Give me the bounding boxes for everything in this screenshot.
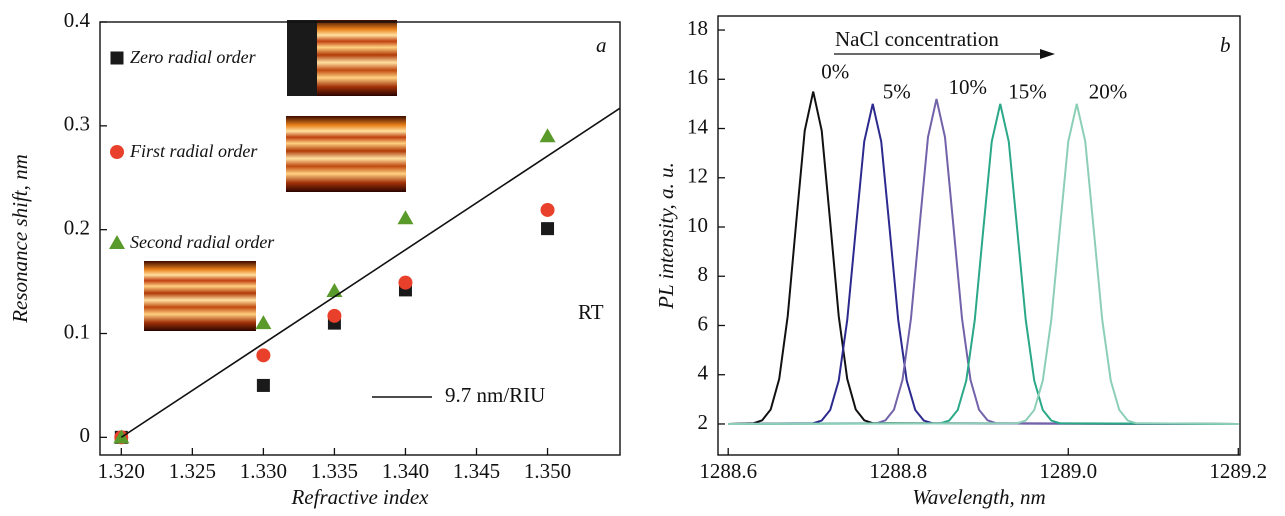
series-label: 0%: [821, 59, 849, 83]
plot-frame: [99, 21, 621, 456]
marker: [540, 202, 555, 217]
y-tick-label: 6: [698, 311, 709, 335]
marker: [326, 282, 343, 297]
marker: [256, 378, 270, 392]
x-tick-label: 1.350: [524, 459, 571, 483]
x-tick-label: 1.345: [453, 459, 500, 483]
annotation: NaCl concentration: [835, 27, 999, 51]
x-tick-label: 1.340: [382, 459, 429, 483]
y-tick-label: 0: [80, 423, 91, 447]
line: [120, 107, 621, 439]
marker: [397, 210, 414, 225]
y-axis-label: PL intensity, a. u.: [654, 162, 678, 310]
annotation: RT: [578, 300, 604, 324]
y-tick-label: 0.1: [64, 319, 90, 343]
y-tick-label: 0.4: [64, 8, 91, 32]
marker: [255, 315, 272, 330]
series-label: 10%: [948, 75, 987, 99]
arrow-head: [1040, 49, 1055, 59]
x-axis-label: Refractive index: [290, 485, 429, 509]
legend-marker: [110, 51, 124, 65]
marker: [398, 275, 413, 290]
x-axis-label: Wavelength, nm: [912, 485, 1045, 509]
legend-marker: [109, 235, 125, 249]
legend-label: First radial order: [129, 141, 258, 161]
x-tick-label: 1.330: [240, 459, 287, 483]
series-label: 15%: [1008, 80, 1047, 104]
legend-marker: [110, 145, 124, 159]
marker: [113, 429, 130, 444]
plot-frame: [717, 15, 1241, 456]
x-tick-label: 1289.2: [1209, 459, 1267, 483]
annotation: b: [1220, 33, 1231, 57]
y-tick-label: 4: [698, 361, 709, 385]
line: [728, 103, 1239, 425]
mode-image: [144, 261, 256, 331]
y-tick-label: 8: [698, 262, 709, 286]
y-tick-label: 10: [687, 213, 708, 237]
legend-label: Zero radial order: [130, 47, 257, 67]
y-tick-label: 0.3: [64, 112, 90, 136]
marker: [539, 128, 556, 143]
x-tick-label: 1289.0: [1039, 459, 1097, 483]
x-tick-label: 1.335: [311, 459, 358, 483]
x-tick-label: 1.320: [98, 459, 145, 483]
y-tick-label: 16: [687, 65, 708, 89]
annotation: a: [596, 33, 607, 57]
mode-image: [286, 116, 406, 192]
x-tick-label: 1288.6: [699, 459, 757, 483]
y-tick-label: 2: [698, 410, 709, 434]
mode-image-shade: [287, 20, 317, 96]
series-label: 20%: [1089, 80, 1128, 104]
x-tick-label: 1288.8: [869, 459, 927, 483]
y-tick-label: 0.2: [64, 215, 90, 239]
line: [728, 103, 1239, 425]
marker: [541, 222, 555, 236]
y-axis-label: Resonance shift, nm: [8, 154, 32, 324]
legend-label: Second radial order: [130, 232, 275, 252]
legend-label: 9.7 nm/RIU: [445, 383, 545, 407]
y-tick-label: 18: [687, 16, 708, 40]
y-tick-label: 12: [687, 164, 708, 188]
marker: [327, 308, 342, 323]
marker: [256, 348, 271, 363]
line: [728, 91, 1239, 425]
y-tick-label: 14: [687, 114, 709, 138]
x-tick-label: 1.325: [169, 459, 216, 483]
line: [728, 98, 1239, 425]
line: [728, 103, 1239, 425]
series-label: 5%: [883, 80, 911, 104]
